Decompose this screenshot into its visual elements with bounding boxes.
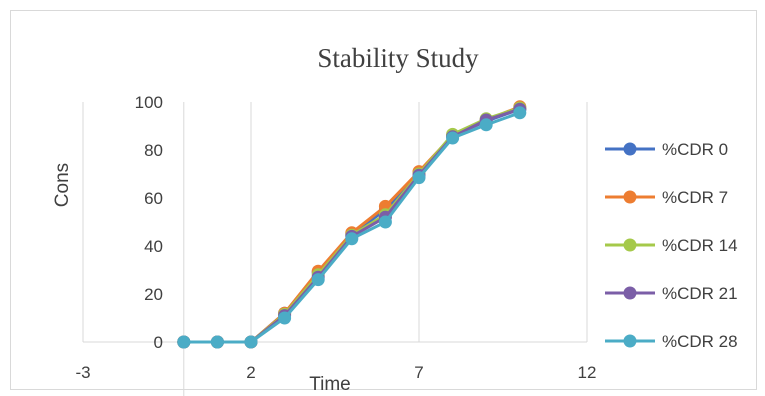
y-tick-label-2: 40: [144, 237, 163, 256]
legend-item-3: %CDR 21: [605, 284, 738, 303]
legend-label-4: %CDR 28: [662, 332, 738, 351]
legend-item-0: %CDR 0: [605, 140, 728, 159]
legend-item-1: %CDR 7: [605, 188, 728, 207]
y-tick-label-1: 20: [144, 285, 163, 304]
series-lines: [177, 100, 527, 349]
series-3: [177, 102, 527, 349]
x-tick-label-1: 2: [246, 363, 255, 382]
data-point-4-9: [479, 118, 493, 132]
legend: %CDR 0 %CDR 7 %CDR 14 %CDR 21 %CDR 28: [605, 140, 738, 351]
data-point-4-10: [513, 106, 527, 120]
data-point-4-5: [345, 232, 359, 246]
series-1: [177, 100, 527, 349]
y-tick-label-5: 100: [135, 93, 163, 112]
x-tick-label-3: 12: [578, 363, 597, 382]
legend-label-2: %CDR 14: [662, 236, 738, 255]
legend-label-0: %CDR 0: [662, 140, 728, 159]
x-tick-label-2: 7: [414, 363, 423, 382]
data-point-4-7: [412, 171, 426, 185]
data-point-4-1: [210, 335, 224, 349]
data-point-4-6: [378, 215, 392, 229]
series-4: [177, 106, 527, 349]
data-point-4-8: [446, 131, 460, 145]
legend-swatch-marker-1: [623, 190, 637, 204]
tick-labels: -3 2 7 12 0 20 40 60 80 100: [75, 93, 596, 382]
data-point-4-2: [244, 335, 258, 349]
data-point-4-3: [278, 311, 292, 325]
chart-title: Stability Study: [317, 43, 479, 73]
legend-swatch-marker-2: [623, 238, 637, 252]
gridlines: [82, 102, 588, 342]
series-line-2: [183, 106, 521, 344]
series-line-1: [183, 105, 521, 344]
series-line-3: [183, 107, 521, 344]
legend-swatch-marker-0: [623, 142, 637, 156]
legend-label-3: %CDR 21: [662, 284, 738, 303]
data-point-4-0: [177, 335, 191, 349]
series-2: [177, 101, 527, 349]
y-tick-label-0: 0: [154, 333, 163, 352]
legend-item-4: %CDR 28: [605, 332, 738, 351]
legend-item-2: %CDR 14: [605, 236, 738, 255]
data-point-4-4: [311, 273, 325, 287]
series-0: [177, 102, 527, 349]
y-tick-label-3: 60: [144, 189, 163, 208]
y-axis-title: Cons: [52, 163, 73, 207]
y-tick-label-4: 80: [144, 141, 163, 160]
x-axis-title: Time: [309, 374, 351, 395]
x-tick-label-0: -3: [75, 363, 90, 382]
legend-swatch-marker-4: [623, 334, 637, 348]
series-line-0: [183, 107, 521, 344]
legend-swatch-marker-3: [623, 286, 637, 300]
legend-label-1: %CDR 7: [662, 188, 728, 207]
